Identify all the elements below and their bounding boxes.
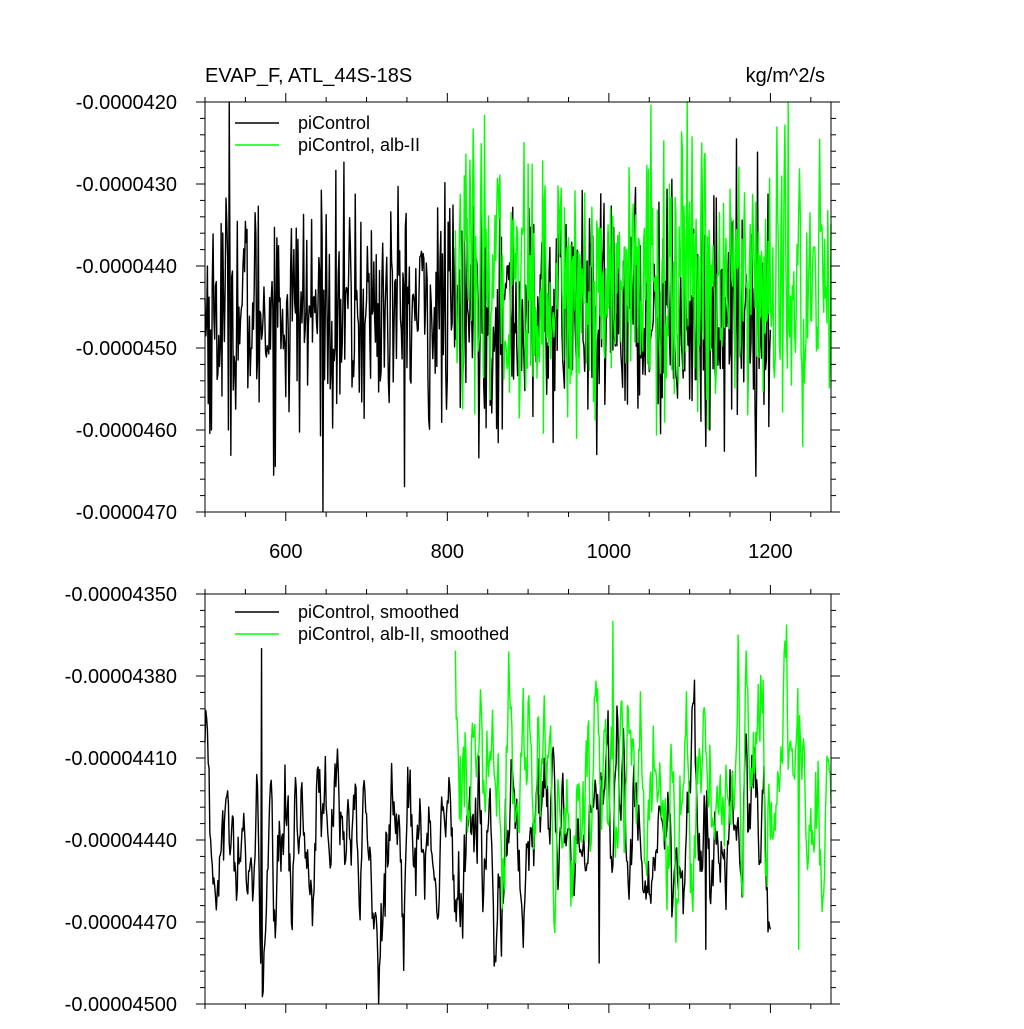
y-tick-label: -0.00004380 [65,666,177,688]
bottom-panel-legend: piControl, smoothed piControl, alb-II, s… [235,602,509,644]
y-tick-label: -0.0000430 [76,174,177,196]
top-panel-title: EVAP_F, ATL_44S-18S [205,65,412,87]
legend-label-picontrol-smoothed: piControl, smoothed [298,602,459,622]
series-line-picontrol-alb-ii-smoothed [454,620,832,951]
y-tick-label: -0.0000470 [76,502,177,524]
y-tick-label: -0.0000450 [76,338,177,360]
x-tick-label: 1000 [587,541,632,563]
legend-label-picontrol-alb-ii: piControl, alb-II [298,135,420,155]
top-panel-units: kg/m^2/s [746,65,825,87]
top-panel-series [204,101,832,513]
y-tick-label: -0.00004350 [65,584,177,606]
bottom-panel-frame [204,593,832,1005]
y-tick-label: -0.00004500 [65,994,177,1016]
series-line-picontrol-smoothed [204,647,772,1005]
top-panel: EVAP_F, ATL_44S-18S kg/m^2/s 600 800 1000 1… [76,65,840,563]
bottom-panel-series [204,620,832,1005]
legend-label-picontrol-alb-ii-smoothed: piControl, alb-II, smoothed [298,624,509,644]
top-panel-frame [204,101,832,513]
x-tick-label: 800 [431,541,464,563]
y-tick-label: -0.0000440 [76,256,177,278]
top-panel-legend: piControl piControl, alb-II [235,113,420,155]
bottom-panel-axes: -0.00004350 -0.00004380 -0.00004410 -0.0000… [65,584,840,1016]
legend-label-picontrol: piControl [298,113,370,133]
bottom-panel: -0.00004350 -0.00004380 -0.00004410 -0.0000… [65,584,840,1016]
y-tick-label: -0.0000460 [76,420,177,442]
x-tick-label: 1200 [748,541,793,563]
series-line-picontrol-alb-ii [454,101,832,448]
x-tick-label: 600 [269,541,302,563]
y-tick-label: -0.00004440 [65,830,177,852]
series-line-picontrol [204,101,772,513]
y-tick-label: -0.00004410 [65,748,177,770]
top-panel-axes: 600 800 1000 1200 -0.0000420 -0.0000430 -0.000… [76,92,840,563]
y-tick-label: -0.00004470 [65,912,177,934]
y-tick-label: -0.0000420 [76,92,177,114]
